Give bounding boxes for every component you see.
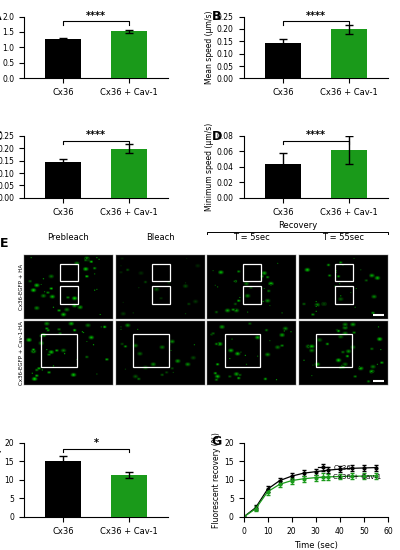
Bar [152,286,170,304]
Bar [111,31,147,79]
Text: B: B [212,10,221,23]
Bar [45,39,82,79]
Bar [335,286,353,304]
Y-axis label: Cx36-EGFP + HA: Cx36-EGFP + HA [19,264,24,310]
Text: *: * [94,438,99,448]
Text: Bleach: Bleach [146,233,174,242]
X-axis label: Time (sec): Time (sec) [294,541,338,550]
Bar [316,334,352,367]
Bar [224,334,260,367]
Bar [133,334,168,367]
Text: T = 55sec: T = 55sec [322,233,364,242]
Text: ****: **** [86,130,106,140]
Text: E: E [0,236,8,250]
Bar [244,286,261,304]
Y-axis label: Mean speed (μm/s): Mean speed (μm/s) [205,10,214,84]
Bar [111,148,147,198]
Text: Recovery: Recovery [278,221,317,230]
Text: ****: **** [86,11,106,21]
Bar [60,263,78,281]
Text: ****: **** [306,130,326,140]
Text: F: F [0,435,1,448]
Bar [335,263,353,281]
Text: A: A [0,10,2,23]
Bar [111,475,147,517]
Bar [41,334,77,367]
Text: G: G [212,435,222,448]
Text: C: C [0,130,1,142]
Bar [152,263,170,281]
Bar [60,286,78,304]
Text: D: D [212,130,222,142]
Text: Prebleach: Prebleach [48,233,89,242]
Text: ****: **** [306,11,326,21]
Text: T = 5sec: T = 5sec [234,233,270,242]
Legend: Cx36, Cx36 + Cav-1: Cx36, Cx36 + Cav-1 [315,462,384,483]
Y-axis label: Minimum speed (μm/s): Minimum speed (μm/s) [205,123,214,211]
Y-axis label: Fluorescent recovery (%): Fluorescent recovery (%) [0,432,2,528]
Y-axis label: Cx36-EGFP + Cav-1-HA: Cx36-EGFP + Cav-1-HA [19,321,24,385]
Bar [244,263,261,281]
Bar [330,150,367,198]
Bar [265,164,301,198]
Bar [45,461,82,517]
Bar [45,162,82,198]
Bar [265,42,301,79]
Y-axis label: Fluorescent recovery (%): Fluorescent recovery (%) [212,432,222,528]
Bar [330,29,367,79]
